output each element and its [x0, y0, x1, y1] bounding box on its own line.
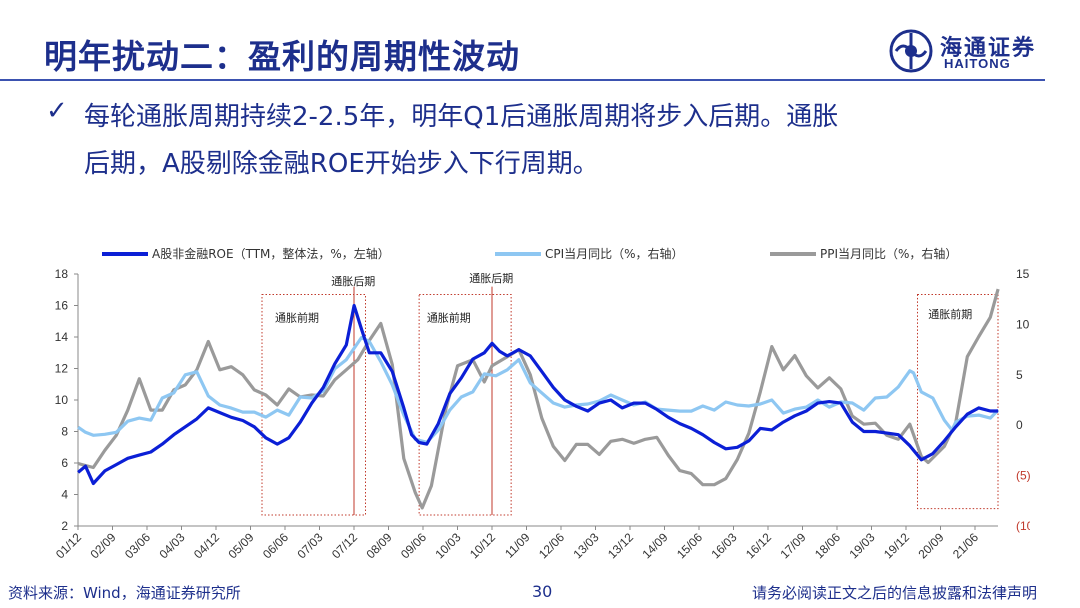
x-tick-label: 16/03	[708, 530, 739, 561]
x-tick-label: 19/12	[881, 530, 912, 561]
x-tick-label: 11/09	[502, 530, 533, 561]
page-title: 明年扰动二：盈利的周期性波动	[44, 37, 520, 76]
x-tick-label: 07/12	[329, 530, 360, 561]
x-tick-label: 21/06	[950, 530, 981, 561]
series-line-roe	[77, 303, 999, 486]
x-tick-label: 10/03	[432, 530, 463, 561]
x-tick-label: 19/03	[846, 530, 877, 561]
x-tick-label: 13/03	[570, 530, 601, 561]
legend-label: CPI当月同比（%，右轴）	[545, 246, 684, 261]
legend-label: PPI当月同比（%，右轴）	[820, 246, 957, 261]
bullet-line-1: 每轮通胀周期持续2-2.5年，明年Q1后通胀周期将步入后期。通胀	[84, 102, 839, 132]
y-right-tick-label: (10)	[1016, 519, 1030, 533]
annotation-box	[261, 293, 366, 516]
x-tick-label: 03/06	[122, 530, 153, 561]
y-left-tick-label: 2	[61, 519, 68, 533]
x-tick-label: 17/09	[777, 530, 808, 561]
x-tick-label: 08/09	[363, 530, 394, 561]
x-tick-label: 18/06	[812, 530, 843, 561]
y-left-tick-label: 12	[55, 362, 69, 376]
x-tick-label: 04/12	[191, 530, 222, 561]
x-tick-label: 14/09	[639, 530, 670, 561]
y-left-tick-label: 14	[55, 330, 69, 344]
bullet-line-2: 后期，A股剔除金融ROE开始步入下行周期。	[84, 149, 599, 179]
x-tick-label: 07/03	[294, 530, 325, 561]
x-tick-label: 06/06	[260, 530, 291, 561]
x-tick-label: 09/06	[398, 530, 429, 561]
x-tick-label: 04/03	[156, 530, 187, 561]
x-tick-label: 13/12	[605, 530, 636, 561]
x-tick-label: 12/06	[536, 530, 567, 561]
x-tick-label: 01/12	[53, 530, 84, 561]
logo-text-cn: 海通证券	[940, 35, 1037, 61]
annotation-label-top: 通胀后期	[331, 275, 375, 288]
y-left-tick-label: 16	[55, 299, 69, 313]
roe-cpi-ppi-chart: 18 16 14 12 10 8 6 4 2 15 10 5 0 (5) (10) 01/1202/0903/…	[53, 246, 1030, 561]
series-line-cpi	[77, 335, 1000, 444]
haitong-emblem-icon	[889, 29, 933, 73]
y-left-tick-label: 18	[55, 267, 69, 281]
x-tick-label: 15/06	[674, 530, 705, 561]
y-left-tick-label: 8	[61, 425, 68, 439]
disclaimer: 请务必阅读正文之后的信息披露和法律声明	[752, 584, 1038, 602]
haitong-logo: 海通证券 HAITONG	[888, 28, 1048, 74]
x-tick-label: 10/12	[467, 530, 498, 561]
annotation-box	[418, 293, 512, 516]
logo-text-en: HAITONG	[944, 56, 1011, 71]
y-left-tick-label: 10	[55, 393, 69, 407]
y-right-tick-label: 5	[1016, 368, 1023, 382]
x-tick-label: 02/09	[87, 530, 118, 561]
series-line-ppi	[77, 288, 1000, 510]
annotation-label: 通胀前期	[275, 310, 319, 324]
y-left-tick-label: 6	[61, 456, 68, 470]
y-right-tick-label: 0	[1016, 418, 1023, 432]
annotation-label-top: 通胀后期	[469, 272, 513, 285]
x-tick-label: 16/12	[743, 530, 774, 561]
x-tick-label: 20/09	[915, 530, 946, 561]
y-right-tick-label: (5)	[1016, 469, 1030, 483]
annotation-label: 通胀前期	[427, 310, 471, 324]
y-left-tick-label: 4	[61, 488, 68, 502]
source-note: 资料来源：Wind，海通证券研究所	[8, 584, 241, 602]
page-number: 30	[532, 582, 553, 601]
header-divider	[0, 79, 1045, 81]
y-right-tick-label: 15	[1016, 267, 1030, 281]
y-right-tick-label: 10	[1016, 317, 1030, 331]
x-tick-label: 05/09	[225, 530, 256, 561]
check-icon: ✓	[46, 96, 68, 126]
legend-label: A股非金融ROE（TTM，整体法，%，左轴）	[152, 246, 390, 261]
annotation-label: 通胀前期	[928, 307, 972, 321]
